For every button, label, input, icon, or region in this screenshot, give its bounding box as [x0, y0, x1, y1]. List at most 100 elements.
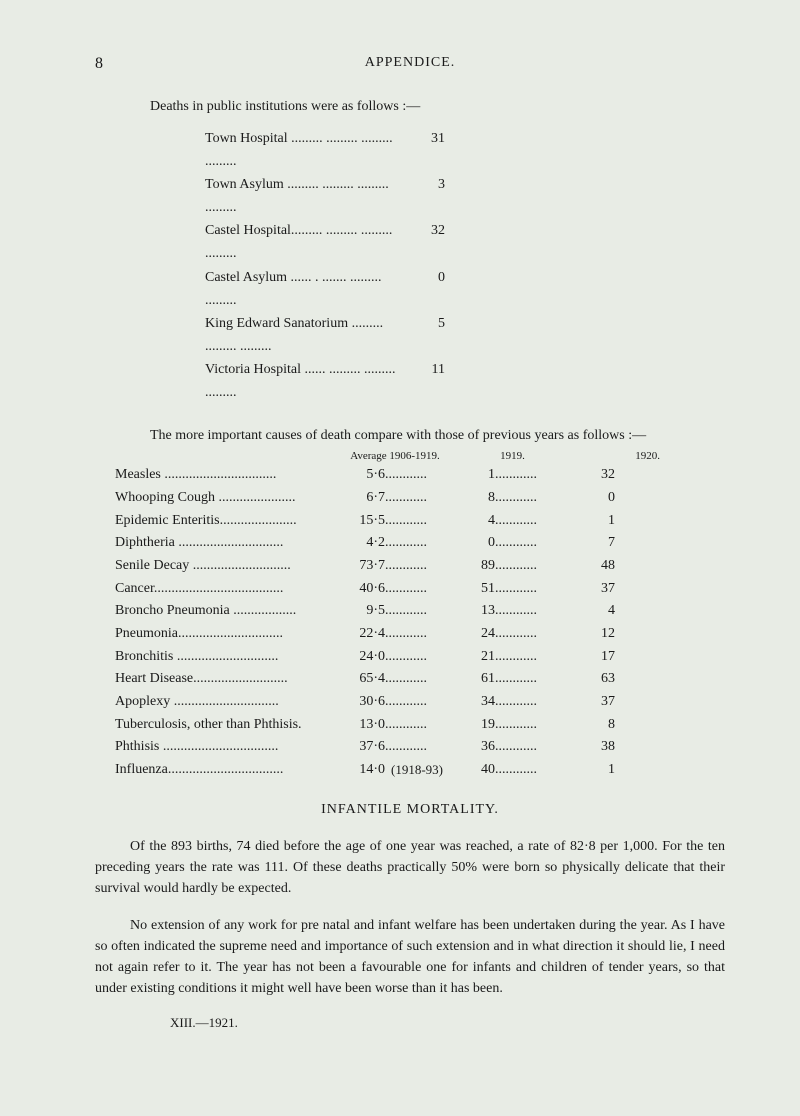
dots: ............ — [495, 555, 575, 578]
xiii-label: XIII.—1921. — [170, 1015, 725, 1031]
institution-label: Town Hospital ......... ......... ......… — [205, 127, 400, 173]
cause-1920: 32 — [575, 464, 615, 487]
dots: ............ — [385, 668, 460, 691]
cause-average: 13·0 — [330, 714, 385, 737]
paragraph-2: No extension of any work for pre natal a… — [95, 915, 725, 999]
cause-label: Pneumonia.............................. — [115, 623, 330, 646]
cause-1919: 34 — [460, 691, 495, 714]
institution-label: King Edward Sanatorium ......... .......… — [205, 312, 400, 358]
cause-1920: 4 — [575, 600, 615, 623]
cause-1920: 38 — [575, 736, 615, 759]
cause-1919: 8 — [460, 487, 495, 510]
institution-value: 3 — [400, 173, 455, 219]
dots: ............ — [495, 714, 575, 737]
institution-row: Castel Hospital......... ......... .....… — [205, 219, 725, 265]
cause-label: Epidemic Enteritis...................... — [115, 510, 330, 533]
dots: ............ — [495, 532, 575, 555]
institution-list: Town Hospital ......... ......... ......… — [205, 127, 725, 404]
cause-1920: 48 — [575, 555, 615, 578]
compare-paragraph: The more important causes of death compa… — [150, 426, 725, 446]
cause-average: 30·6 — [330, 691, 385, 714]
dots: ............ — [495, 487, 575, 510]
cause-row: Broncho Pneumonia ..................9·5 … — [115, 600, 725, 623]
institution-value: 31 — [400, 127, 455, 173]
cause-label: Cancer..................................… — [115, 578, 330, 601]
cause-row: Tuberculosis, other than Phthisis.13·0 .… — [115, 714, 725, 737]
cause-average: 24·0 — [330, 646, 385, 669]
cause-label: Bronchitis ............................. — [115, 646, 330, 669]
cause-label: Broncho Pneumonia .................. — [115, 600, 330, 623]
dots: ............ — [495, 510, 575, 533]
cause-label: Apoplexy .............................. — [115, 691, 330, 714]
institution-row: Castel Asylum ...... . ....... .........… — [205, 266, 725, 312]
cause-1919: 89 — [460, 555, 495, 578]
institution-value: 0 — [400, 266, 455, 312]
cause-label: Diphtheria .............................… — [115, 532, 330, 555]
cause-label: Senile Decay ...........................… — [115, 555, 330, 578]
cause-average: 5·6 — [330, 464, 385, 487]
cause-average: 4·2 — [330, 532, 385, 555]
cause-row: Cancer..................................… — [115, 578, 725, 601]
dots: ............ — [385, 623, 460, 646]
dots: ............ — [495, 759, 575, 782]
cause-average: 37·6 — [330, 736, 385, 759]
section-title: INFANTILE MORTALITY. — [95, 802, 725, 818]
cause-1920: 37 — [575, 578, 615, 601]
cause-1920: 1 — [575, 510, 615, 533]
cause-row: Apoplexy ..............................3… — [115, 691, 725, 714]
institution-value: 11 — [400, 358, 455, 404]
cause-row: Influenza...............................… — [115, 759, 725, 782]
paragraph-1: Of the 893 births, 74 died before the ag… — [95, 836, 725, 899]
institution-row: Town Hospital ......... ......... ......… — [205, 127, 725, 173]
institution-value: 5 — [400, 312, 455, 358]
table-header-row: Average 1906-1919. 1919. 1920. — [115, 450, 725, 462]
cause-1919: 13 — [460, 600, 495, 623]
cause-1919: 0 — [460, 532, 495, 555]
cause-1920: 17 — [575, 646, 615, 669]
cause-1919: 36 — [460, 736, 495, 759]
causes-table: Average 1906-1919. 1919. 1920. Measles .… — [115, 450, 725, 781]
dots: ............ — [385, 487, 460, 510]
cause-average: 6·7 — [330, 487, 385, 510]
cause-1919: 21 — [460, 646, 495, 669]
cause-1920: 0 — [575, 487, 615, 510]
cause-1919: 1 — [460, 464, 495, 487]
dots: (1918-93) — [385, 759, 460, 782]
cause-row: Phthisis ...............................… — [115, 736, 725, 759]
cause-average: 65·4 — [330, 668, 385, 691]
dots: ............ — [385, 646, 460, 669]
dots: ............ — [385, 691, 460, 714]
dots: ............ — [385, 578, 460, 601]
dots: ............ — [385, 555, 460, 578]
header-1919: 1919. — [460, 450, 565, 462]
dots: ............ — [495, 736, 575, 759]
cause-1920: 12 — [575, 623, 615, 646]
dots: ............ — [385, 532, 460, 555]
cause-1920: 37 — [575, 691, 615, 714]
cause-row: Senile Decay ...........................… — [115, 555, 725, 578]
institution-label: Town Asylum ......... ......... ........… — [205, 173, 400, 219]
dots: ............ — [495, 600, 575, 623]
cause-row: Heart Disease...........................… — [115, 668, 725, 691]
cause-average: 9·5 — [330, 600, 385, 623]
dots: ............ — [495, 623, 575, 646]
dots: ............ — [385, 736, 460, 759]
dots: ............ — [495, 464, 575, 487]
institution-label: Castel Asylum ...... . ....... .........… — [205, 266, 400, 312]
dots: ............ — [495, 578, 575, 601]
cause-row: Bronchitis .............................… — [115, 646, 725, 669]
cause-1919: 19 — [460, 714, 495, 737]
dots: ............ — [385, 600, 460, 623]
cause-1919: 4 — [460, 510, 495, 533]
cause-average: 22·4 — [330, 623, 385, 646]
intro-line: Deaths in public institutions were as fo… — [150, 99, 725, 115]
cause-average: 73·7 — [330, 555, 385, 578]
page-number: 8 — [95, 55, 103, 73]
cause-label: Whooping Cough ...................... — [115, 487, 330, 510]
dots: ............ — [385, 714, 460, 737]
institution-row: Victoria Hospital ...... ......... .....… — [205, 358, 725, 404]
cause-1919: 51 — [460, 578, 495, 601]
cause-row: Diphtheria .............................… — [115, 532, 725, 555]
cause-row: Pneumonia..............................2… — [115, 623, 725, 646]
dots: ............ — [495, 668, 575, 691]
